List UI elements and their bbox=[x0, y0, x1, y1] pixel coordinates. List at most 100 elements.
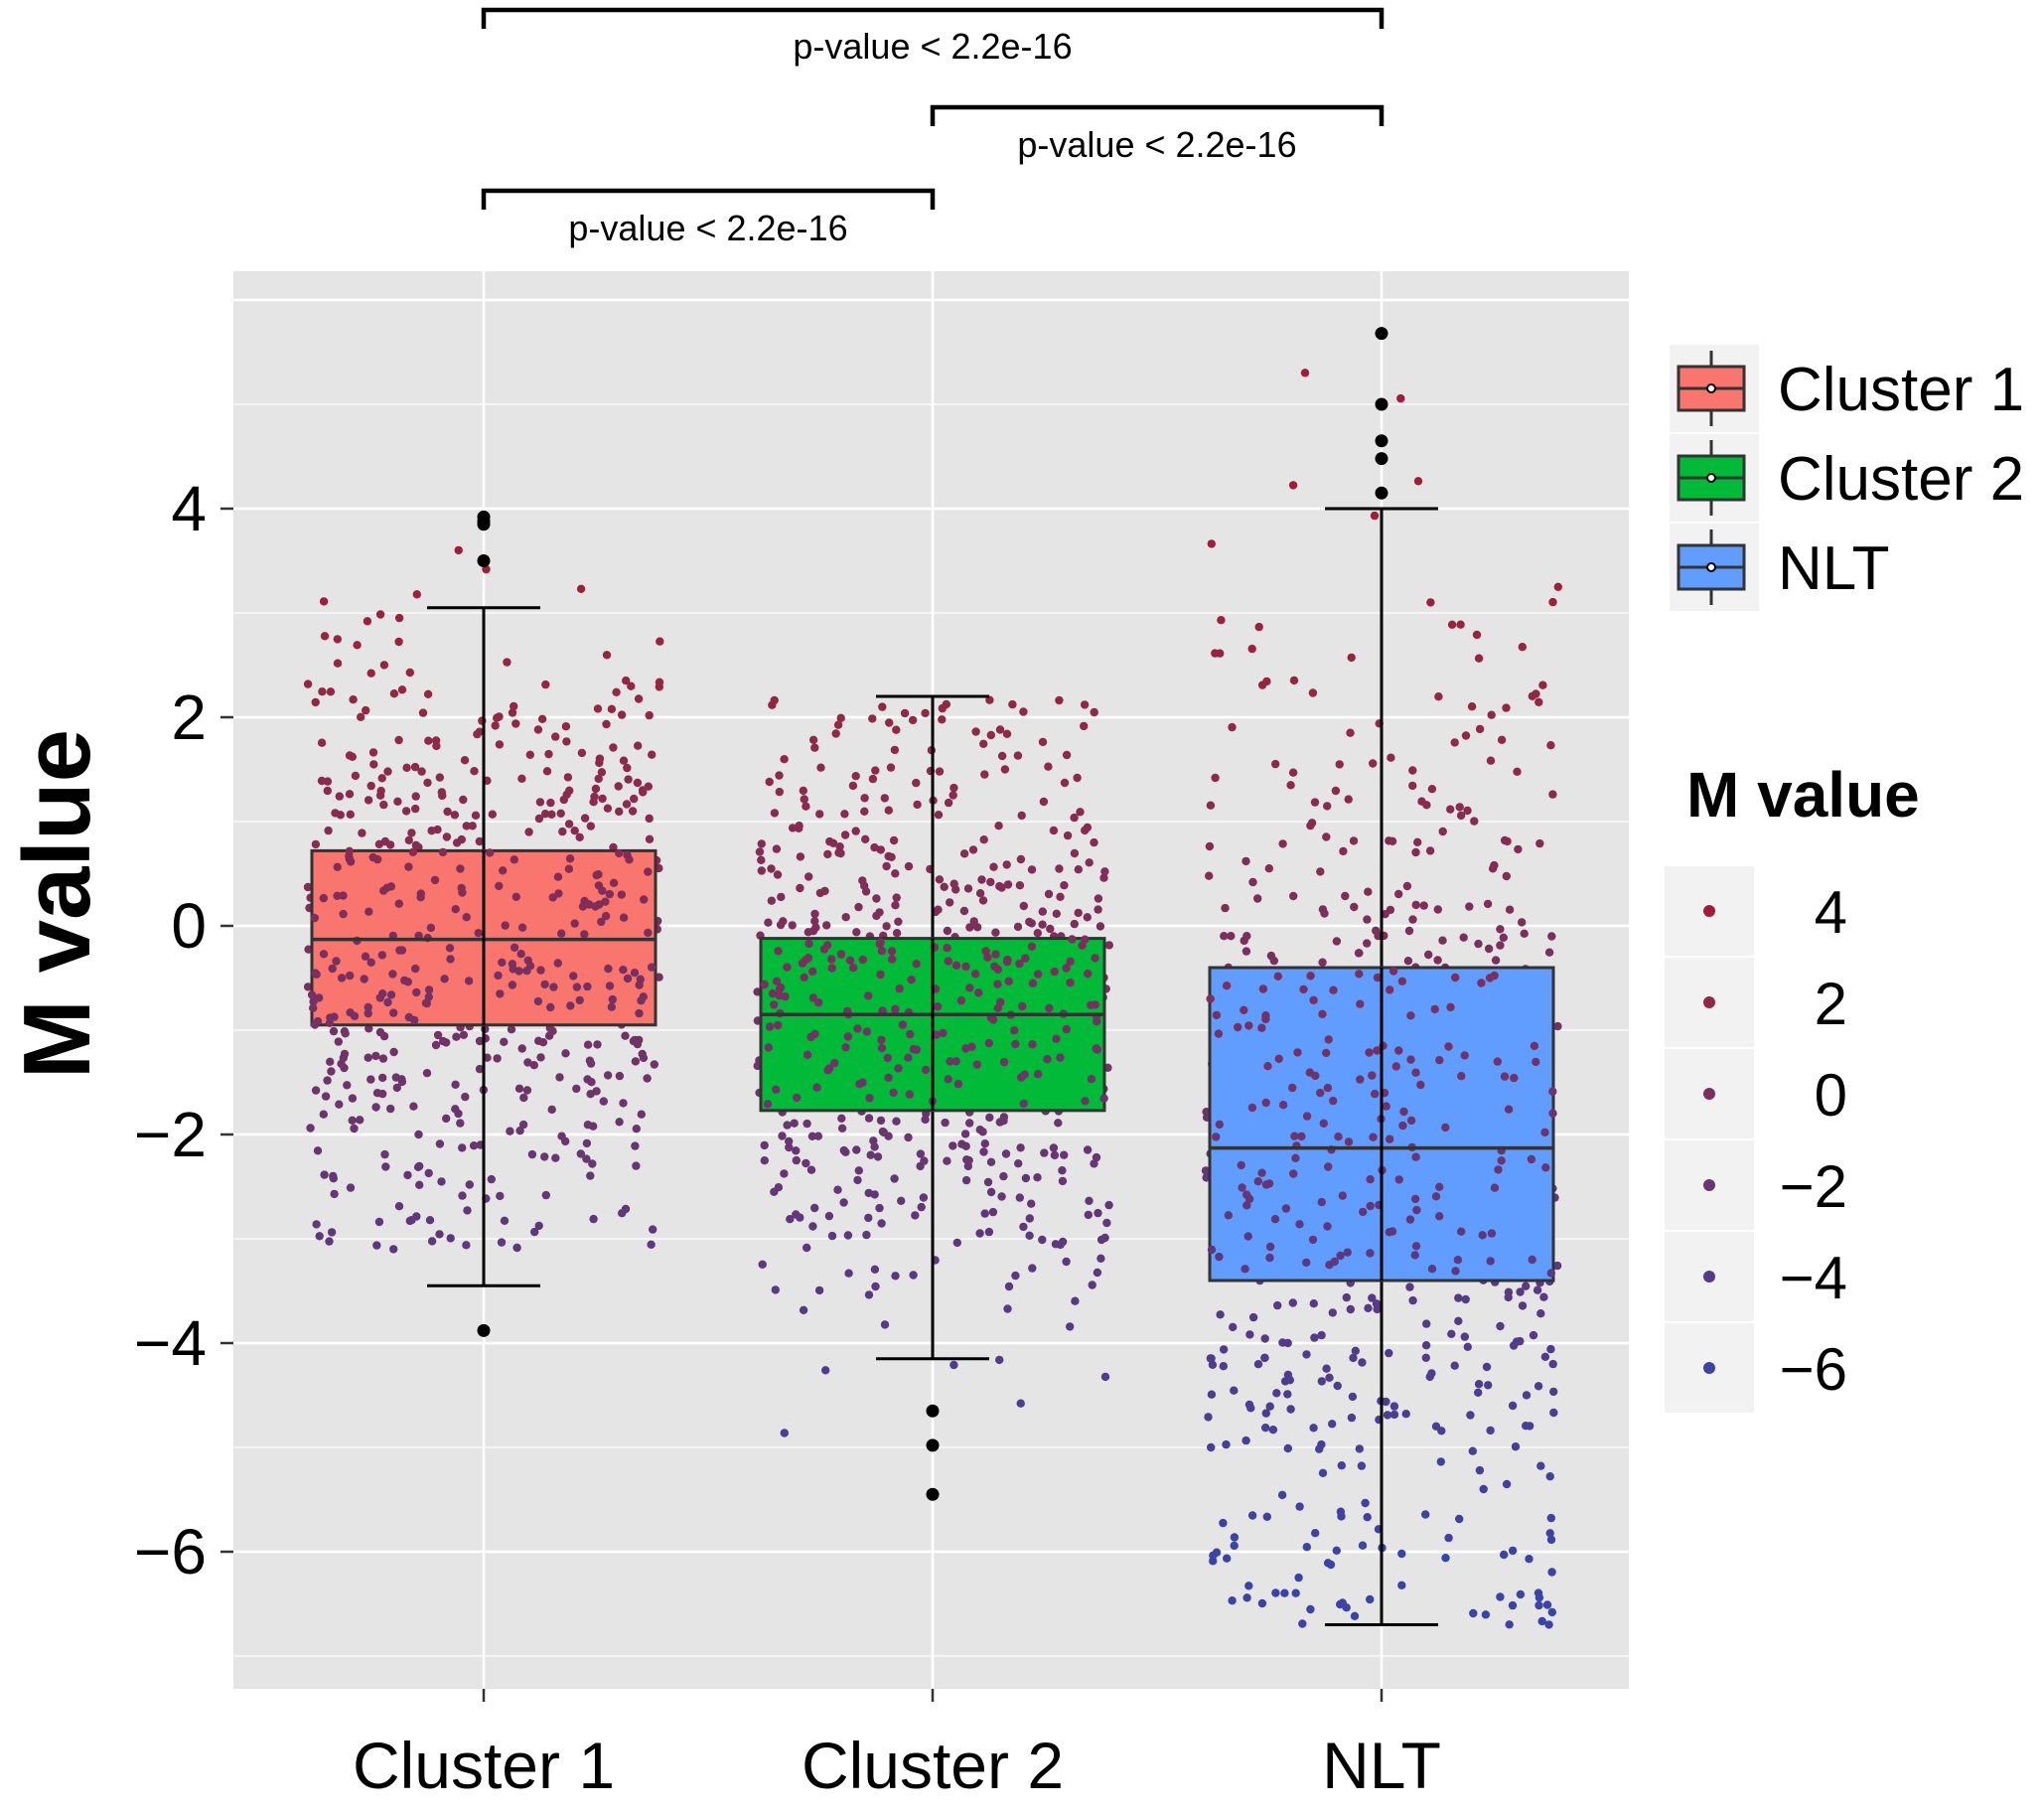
data-point bbox=[965, 1119, 974, 1128]
data-point bbox=[410, 1015, 419, 1025]
data-point bbox=[525, 750, 534, 759]
data-point bbox=[404, 862, 413, 871]
data-point bbox=[1405, 1215, 1415, 1224]
data-point bbox=[1549, 1408, 1558, 1418]
data-point bbox=[1019, 707, 1028, 716]
data-point bbox=[529, 1061, 538, 1070]
data-point bbox=[374, 839, 384, 848]
data-point bbox=[1095, 922, 1105, 931]
data-point bbox=[1230, 1386, 1239, 1395]
data-point bbox=[1322, 1048, 1331, 1058]
data-point bbox=[1052, 1034, 1061, 1044]
data-point bbox=[1087, 1000, 1095, 1009]
data-point bbox=[977, 875, 986, 884]
data-point bbox=[853, 1175, 862, 1185]
data-point bbox=[1216, 1310, 1225, 1319]
data-point bbox=[538, 1038, 548, 1047]
data-point bbox=[334, 1037, 343, 1046]
data-point bbox=[1447, 1329, 1456, 1339]
data-point bbox=[1385, 1348, 1393, 1358]
data-point bbox=[935, 767, 945, 776]
data-point bbox=[1364, 1303, 1373, 1313]
data-point bbox=[339, 909, 348, 919]
data-point bbox=[335, 792, 344, 801]
data-point bbox=[1363, 915, 1372, 924]
data-point bbox=[1248, 877, 1257, 887]
data-point bbox=[763, 1100, 773, 1109]
y-tick-label: 4 bbox=[171, 473, 207, 544]
data-point bbox=[1265, 1253, 1274, 1263]
data-point bbox=[1207, 539, 1217, 548]
data-point bbox=[332, 957, 341, 966]
data-point bbox=[1021, 1173, 1031, 1183]
data-point bbox=[345, 790, 355, 799]
data-point bbox=[1433, 905, 1443, 914]
data-point bbox=[1339, 846, 1348, 856]
data-point bbox=[827, 1231, 837, 1241]
data-point bbox=[1244, 1194, 1254, 1204]
data-point bbox=[437, 788, 446, 797]
data-point bbox=[407, 829, 416, 837]
data-point bbox=[456, 864, 465, 873]
data-point bbox=[587, 1078, 596, 1087]
data-point bbox=[1528, 691, 1537, 700]
data-point bbox=[369, 760, 378, 769]
data-point bbox=[1323, 1083, 1333, 1093]
data-point bbox=[634, 741, 643, 750]
data-point bbox=[774, 947, 783, 956]
data-point bbox=[1533, 1382, 1543, 1391]
data-point bbox=[1454, 1293, 1463, 1302]
data-point bbox=[319, 893, 328, 903]
data-point bbox=[586, 1090, 595, 1099]
data-point bbox=[840, 831, 850, 839]
data-point bbox=[1397, 1581, 1406, 1590]
data-point bbox=[632, 1125, 641, 1133]
data-point bbox=[961, 962, 970, 972]
data-point bbox=[319, 597, 329, 606]
data-point bbox=[815, 810, 824, 819]
data-point bbox=[988, 1207, 998, 1217]
data-point bbox=[576, 1149, 585, 1158]
data-point bbox=[1533, 1285, 1542, 1294]
data-point bbox=[1540, 1128, 1549, 1137]
data-point bbox=[386, 1104, 395, 1114]
data-point bbox=[882, 861, 891, 871]
data-point bbox=[1486, 756, 1496, 765]
data-point bbox=[564, 820, 574, 829]
data-point bbox=[516, 950, 525, 959]
data-point bbox=[1328, 1420, 1337, 1429]
data-point bbox=[438, 847, 448, 857]
y-tick-label: −6 bbox=[134, 1516, 207, 1587]
data-point bbox=[1038, 920, 1047, 929]
data-point bbox=[1242, 1201, 1251, 1210]
data-point bbox=[1310, 798, 1320, 807]
data-point bbox=[1541, 1163, 1550, 1172]
data-point bbox=[1546, 1535, 1556, 1545]
data-point bbox=[888, 955, 897, 964]
data-point bbox=[1261, 1014, 1270, 1024]
data-point bbox=[944, 957, 952, 966]
data-point bbox=[1496, 1321, 1505, 1331]
data-point bbox=[1309, 1424, 1318, 1433]
data-point bbox=[1553, 582, 1563, 591]
data-point bbox=[1544, 1620, 1553, 1629]
legend-color-label: 2 bbox=[1815, 971, 1847, 1037]
data-point bbox=[1456, 620, 1465, 629]
data-point bbox=[1207, 1390, 1217, 1399]
data-point bbox=[1446, 805, 1455, 814]
data-point bbox=[1336, 1251, 1345, 1261]
data-point bbox=[1366, 1175, 1375, 1184]
data-point bbox=[1461, 731, 1471, 740]
data-point bbox=[1430, 1004, 1439, 1014]
data-point bbox=[1351, 1346, 1361, 1356]
data-point bbox=[1460, 1051, 1469, 1060]
data-point bbox=[1421, 1353, 1431, 1363]
data-point bbox=[510, 943, 519, 952]
data-point bbox=[310, 913, 319, 923]
data-point bbox=[889, 1088, 898, 1098]
data-point bbox=[366, 781, 375, 791]
data-point bbox=[392, 1083, 401, 1093]
data-point bbox=[934, 905, 943, 914]
data-point bbox=[900, 708, 910, 718]
data-point bbox=[831, 729, 840, 738]
